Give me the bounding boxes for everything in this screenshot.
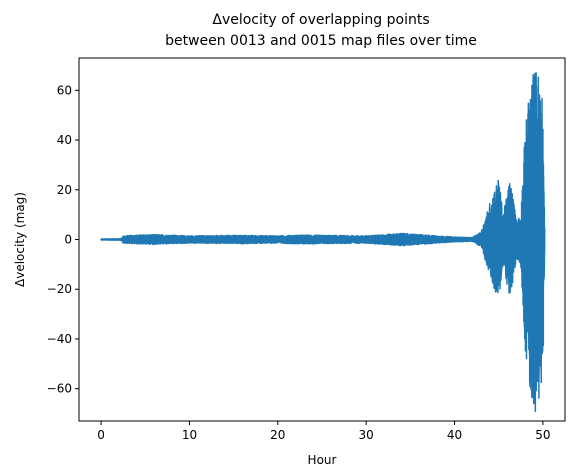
x-axis-label: Hour bbox=[308, 453, 337, 467]
y-tick-label: 20 bbox=[57, 183, 72, 197]
y-tick-label: 60 bbox=[57, 83, 72, 97]
chart-title-line-2: between 0013 and 0015 map files over tim… bbox=[165, 33, 477, 49]
x-tick-label: 20 bbox=[270, 428, 285, 442]
y-tick-label: −40 bbox=[47, 332, 72, 346]
y-axis: −60 −40 −20 0 20 40 60 bbox=[47, 83, 79, 396]
y-axis-label: Δvelocity (mag) bbox=[13, 192, 27, 287]
x-tick-label: 50 bbox=[535, 428, 550, 442]
chart-title-line-1: Δvelocity of overlapping points bbox=[212, 12, 429, 28]
series-line bbox=[100, 72, 546, 413]
x-tick-label: 40 bbox=[447, 428, 462, 442]
x-tick-label: 0 bbox=[97, 428, 105, 442]
x-tick-label: 30 bbox=[359, 428, 374, 442]
y-tick-label: −60 bbox=[47, 382, 72, 396]
y-tick-label: 0 bbox=[64, 233, 72, 247]
x-axis: 0 10 20 30 40 50 bbox=[97, 421, 551, 442]
y-tick-label: 40 bbox=[57, 133, 72, 147]
y-tick-label: −20 bbox=[47, 282, 72, 296]
x-tick-label: 10 bbox=[182, 428, 197, 442]
